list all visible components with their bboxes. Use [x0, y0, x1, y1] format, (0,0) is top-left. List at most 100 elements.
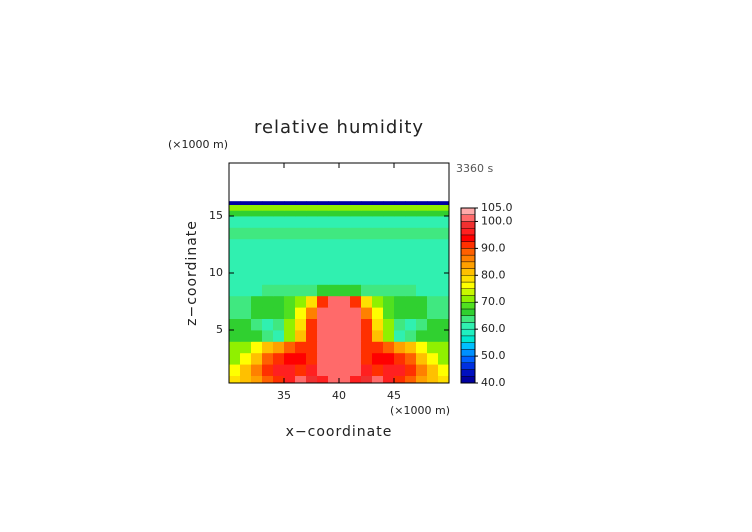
- field-cell: [372, 204, 384, 211]
- field-cell: [350, 375, 362, 383]
- field-cell: [251, 318, 263, 331]
- field-cell: [284, 318, 296, 331]
- field-cell: [317, 295, 329, 308]
- colorbar-band: [460, 261, 476, 269]
- field-cell: [240, 273, 252, 285]
- field-cell: [295, 307, 307, 319]
- field-cell: [284, 329, 296, 342]
- field-cell: [361, 216, 373, 228]
- field-cell: [416, 201, 428, 206]
- field-cell: [427, 210, 439, 217]
- field-cell: [438, 216, 449, 228]
- field-cell: [328, 204, 340, 211]
- field-cell: [438, 250, 449, 263]
- field-cell: [416, 250, 428, 263]
- field-cell: [284, 295, 296, 308]
- field-cell: [416, 238, 428, 251]
- field-cell: [372, 364, 384, 376]
- field-cell: [350, 238, 362, 251]
- field-cell: [405, 273, 417, 285]
- field-cell: [372, 307, 384, 319]
- field-cell: [317, 352, 329, 365]
- field-cell: [361, 329, 373, 342]
- colorbar-band: [460, 362, 476, 370]
- field-cell: [394, 341, 406, 354]
- field-cell: [251, 284, 263, 297]
- field-cell: [361, 227, 373, 240]
- colorbar-tick-label: 100.0: [481, 214, 513, 227]
- y-tick-label: 10: [209, 266, 223, 279]
- field-cell: [372, 273, 384, 285]
- field-cell: [251, 204, 263, 211]
- y-tick-label: 15: [209, 209, 223, 222]
- field-cell: [438, 201, 449, 206]
- field-cell: [361, 204, 373, 211]
- field-cell: [350, 364, 362, 376]
- colorbar-tick-label: 90.0: [481, 241, 506, 254]
- field-cell: [383, 238, 395, 251]
- field-cell: [273, 329, 285, 342]
- field-cell: [416, 341, 428, 354]
- field-cell: [284, 273, 296, 285]
- field-cell: [394, 295, 406, 308]
- field-cell: [350, 250, 362, 263]
- field-cell: [229, 318, 241, 331]
- field-cell: [405, 295, 417, 308]
- field-cell: [229, 273, 241, 285]
- field-cell: [405, 364, 417, 376]
- field-cell: [251, 261, 263, 274]
- field-cell: [361, 352, 373, 365]
- field-cell: [372, 261, 384, 274]
- field-cell: [306, 329, 318, 342]
- field-cell: [273, 295, 285, 308]
- field-cell: [383, 216, 395, 228]
- colorbar-tick-label: 105.0: [481, 201, 513, 214]
- field-cell: [240, 307, 252, 319]
- field-cell: [427, 216, 439, 228]
- field-cell: [339, 341, 351, 354]
- field-cell: [350, 227, 362, 240]
- field-cell: [427, 364, 439, 376]
- field-cell: [251, 307, 263, 319]
- field-cell: [416, 284, 428, 297]
- field-cell: [273, 273, 285, 285]
- field-cell: [295, 295, 307, 308]
- field-cell: [262, 261, 274, 274]
- field-cell: [361, 318, 373, 331]
- field-cell: [262, 307, 274, 319]
- field-cell: [339, 204, 351, 211]
- field-cell: [273, 341, 285, 354]
- field-cell: [405, 238, 417, 251]
- field-cell: [317, 216, 329, 228]
- colorbar-band: [460, 234, 476, 242]
- field-cell: [328, 227, 340, 240]
- field-cell: [295, 329, 307, 342]
- colorbar-band: [460, 254, 476, 263]
- field-cell: [361, 364, 373, 376]
- field-cell: [262, 295, 274, 308]
- field-cell: [240, 364, 252, 376]
- field-cell: [262, 227, 274, 240]
- colorbar-band: [460, 241, 476, 249]
- field-cell: [240, 329, 252, 342]
- field-cell: [394, 210, 406, 217]
- field-cell: [284, 201, 296, 206]
- field-cell: [328, 375, 340, 383]
- field-cell: [240, 261, 252, 274]
- field-cell: [251, 238, 263, 251]
- field-cell: [306, 375, 318, 383]
- field-cell: [383, 341, 395, 354]
- field-cell: [328, 329, 340, 342]
- field-cell: [372, 250, 384, 263]
- field-cell: [405, 375, 417, 383]
- field-cell: [229, 329, 241, 342]
- field-cell: [427, 201, 439, 206]
- field-cell: [350, 352, 362, 365]
- field-cell: [427, 227, 439, 240]
- field-cell: [306, 204, 318, 211]
- field-cell: [350, 318, 362, 331]
- colorbar-band: [460, 322, 476, 330]
- field-cell: [273, 364, 285, 376]
- field-cell: [405, 216, 417, 228]
- field-cell: [251, 329, 263, 342]
